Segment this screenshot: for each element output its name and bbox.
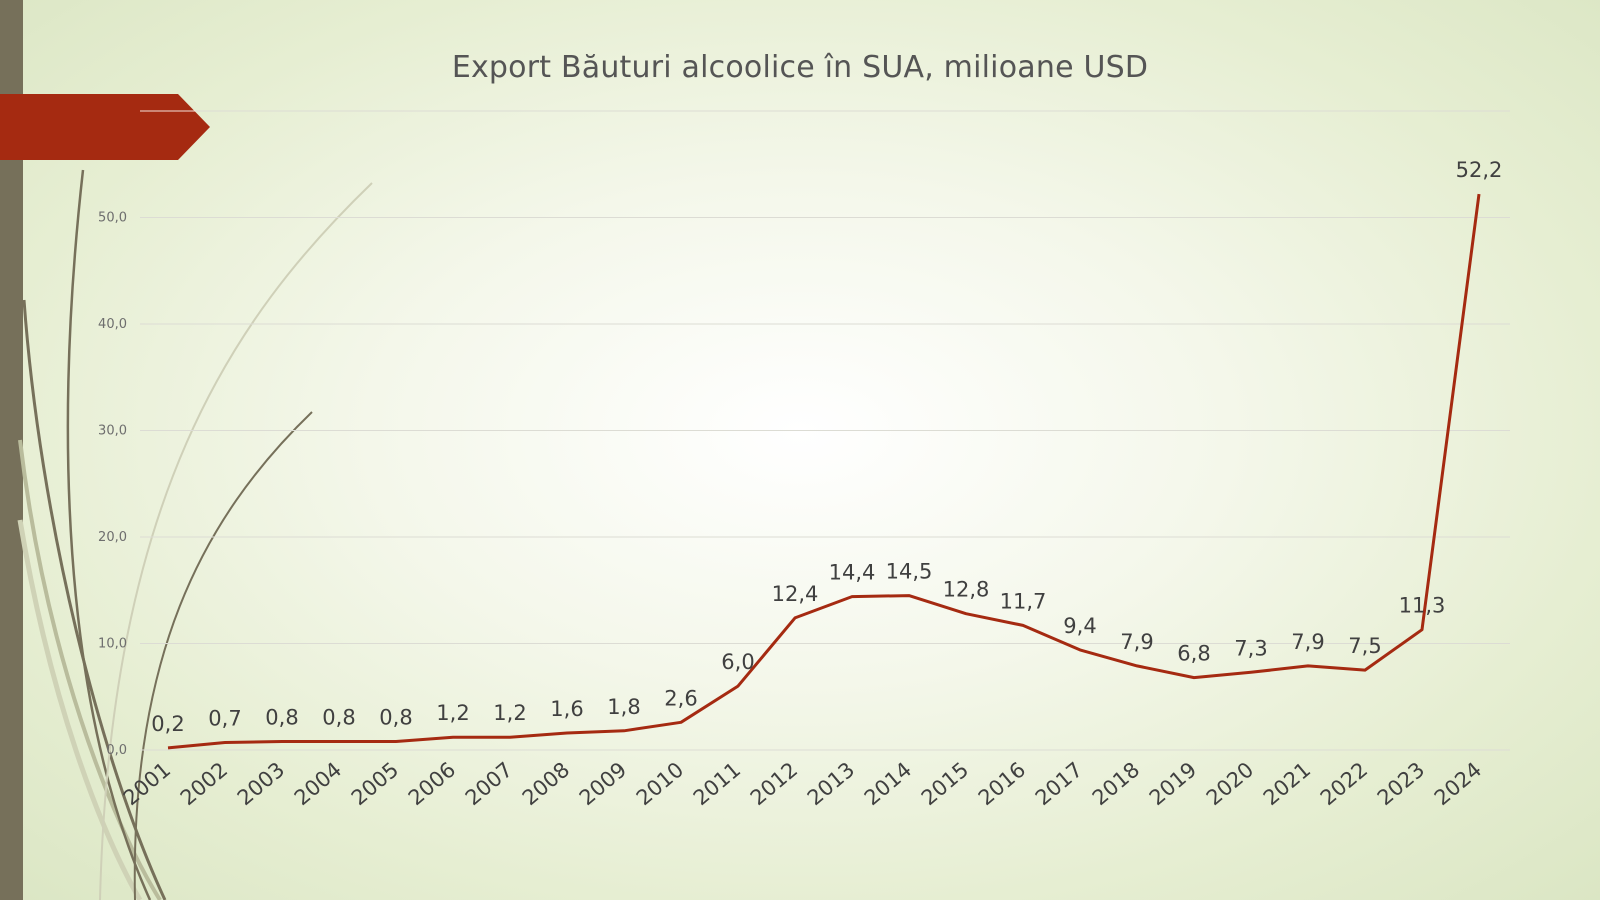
- data-label: 0,2: [151, 712, 184, 736]
- x-tick-label: 2012: [746, 757, 802, 810]
- chart-title: Export Băuturi alcoolice în SUA, milioan…: [451, 50, 1149, 85]
- x-tick-label: 2006: [404, 757, 460, 810]
- swoosh-curve: [18, 439, 162, 900]
- x-tick-label: 2003: [233, 757, 289, 810]
- data-label: 7,3: [1234, 636, 1267, 660]
- x-tick-label: 2010: [632, 757, 688, 810]
- data-label: 52,2: [1456, 158, 1503, 182]
- x-tick-label: 2016: [974, 757, 1030, 810]
- data-label: 11,3: [1399, 594, 1446, 618]
- data-label: 6,0: [721, 650, 754, 674]
- accent-arrow-tab: [0, 94, 210, 160]
- swoosh-curve: [66, 169, 152, 900]
- data-label: 1,2: [436, 701, 469, 725]
- x-tick-label: 2015: [917, 757, 973, 810]
- swoosh-curve: [17, 519, 143, 900]
- y-tick-label: 50,0: [98, 211, 127, 226]
- series-line: [167, 193, 1481, 750]
- y-tick-label: 0,0: [106, 743, 127, 758]
- data-label: 1,6: [550, 697, 583, 721]
- data-label: 0,8: [379, 705, 412, 729]
- data-label: 0,7: [208, 707, 241, 731]
- x-tick-label: 2011: [689, 757, 745, 810]
- x-tick-label: 2022: [1316, 757, 1372, 810]
- data-label: 14,5: [886, 560, 933, 584]
- x-tick-label: 2007: [461, 757, 517, 810]
- data-label: 2,6: [664, 686, 697, 710]
- data-label: 14,4: [829, 561, 876, 585]
- y-tick-label: 20,0: [98, 530, 127, 545]
- left-decorative-bar: [0, 0, 23, 900]
- x-tick-label: 2020: [1202, 757, 1258, 810]
- data-label: 6,8: [1177, 642, 1210, 666]
- y-tick-label: 30,0: [98, 424, 127, 439]
- gridlines: [140, 110, 1510, 751]
- data-label: 11,7: [1000, 589, 1047, 613]
- x-tick-label: 2024: [1430, 757, 1486, 810]
- x-tick-label: 2021: [1259, 757, 1315, 810]
- x-tick-label: 2005: [347, 757, 403, 810]
- y-tick-label: 10,0: [98, 637, 127, 652]
- x-tick-label: 2019: [1145, 757, 1201, 810]
- data-labels: 0,2 0,7 0,8 0,8 0,8 1,2 1,2 1,6 1,8 2,6 6,0 12,4 14,…: [151, 158, 1502, 736]
- data-label: 7,9: [1120, 630, 1153, 654]
- data-label: 9,4: [1063, 614, 1096, 638]
- x-tick-label: 2023: [1373, 757, 1429, 810]
- data-label: 7,5: [1348, 634, 1381, 658]
- y-axis-ticks: 0,010,020,030,040,050,060,0: [98, 104, 127, 758]
- swoosh-curve: [99, 182, 373, 900]
- x-tick-label: 2008: [518, 757, 574, 810]
- x-tick-label: 2014: [860, 757, 916, 810]
- data-label: 0,8: [322, 705, 355, 729]
- x-tick-label: 2004: [290, 757, 346, 810]
- data-label: 7,9: [1291, 630, 1324, 654]
- y-tick-label: 40,0: [98, 317, 127, 332]
- data-label: 1,8: [607, 695, 640, 719]
- x-tick-label: 2001: [119, 757, 175, 810]
- x-tick-label: 2013: [803, 757, 859, 810]
- x-tick-label: 2018: [1088, 757, 1144, 810]
- x-axis-ticks: 2001 2002 2003 2004 2005 2006 2007 2008 2009 2010…: [119, 757, 1486, 810]
- data-label: 1,2: [493, 701, 526, 725]
- x-tick-label: 2009: [575, 757, 631, 810]
- data-label: 12,4: [772, 582, 819, 606]
- data-label: 12,8: [943, 578, 990, 602]
- swoosh-curve: [133, 411, 313, 900]
- x-tick-label: 2017: [1031, 757, 1087, 810]
- swoosh-curve: [22, 299, 167, 900]
- x-tick-label: 2002: [176, 757, 232, 810]
- data-label: 0,8: [265, 705, 298, 729]
